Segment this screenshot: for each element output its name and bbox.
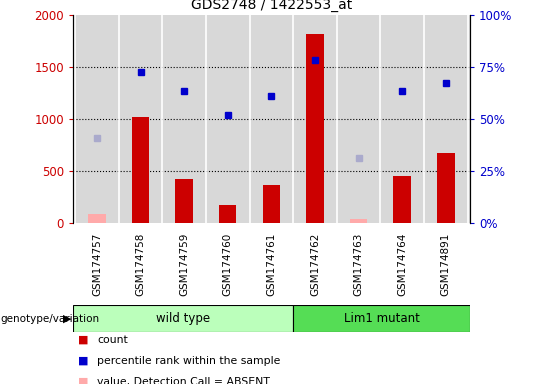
Text: GSM174764: GSM174764 xyxy=(397,233,407,296)
Text: ■: ■ xyxy=(78,356,89,366)
Bar xyxy=(437,153,455,223)
Title: GDS2748 / 1422553_at: GDS2748 / 1422553_at xyxy=(191,0,352,12)
Text: GSM174762: GSM174762 xyxy=(310,233,320,296)
Text: GSM174757: GSM174757 xyxy=(92,233,102,296)
Text: wild type: wild type xyxy=(156,312,210,325)
Text: genotype/variation: genotype/variation xyxy=(1,314,100,324)
Text: count: count xyxy=(97,335,128,345)
Text: ■: ■ xyxy=(78,377,89,384)
Bar xyxy=(132,117,149,223)
Bar xyxy=(176,179,193,223)
Text: Lim1 mutant: Lim1 mutant xyxy=(343,312,420,325)
Text: GSM174759: GSM174759 xyxy=(179,233,189,296)
Text: GSM174891: GSM174891 xyxy=(441,233,451,296)
Text: value, Detection Call = ABSENT: value, Detection Call = ABSENT xyxy=(97,377,270,384)
Bar xyxy=(394,176,411,223)
Bar xyxy=(73,305,293,332)
Text: percentile rank within the sample: percentile rank within the sample xyxy=(97,356,281,366)
Bar xyxy=(293,305,470,332)
Bar xyxy=(350,218,367,223)
Text: GSM174758: GSM174758 xyxy=(136,233,145,296)
Bar xyxy=(306,34,323,223)
Bar xyxy=(88,214,106,223)
Text: GSM174763: GSM174763 xyxy=(354,233,363,296)
Text: ▶: ▶ xyxy=(63,314,72,324)
Text: GSM174760: GSM174760 xyxy=(222,233,233,296)
Bar xyxy=(219,205,237,223)
Bar xyxy=(262,185,280,223)
Text: ■: ■ xyxy=(78,335,89,345)
Text: GSM174761: GSM174761 xyxy=(266,233,276,296)
